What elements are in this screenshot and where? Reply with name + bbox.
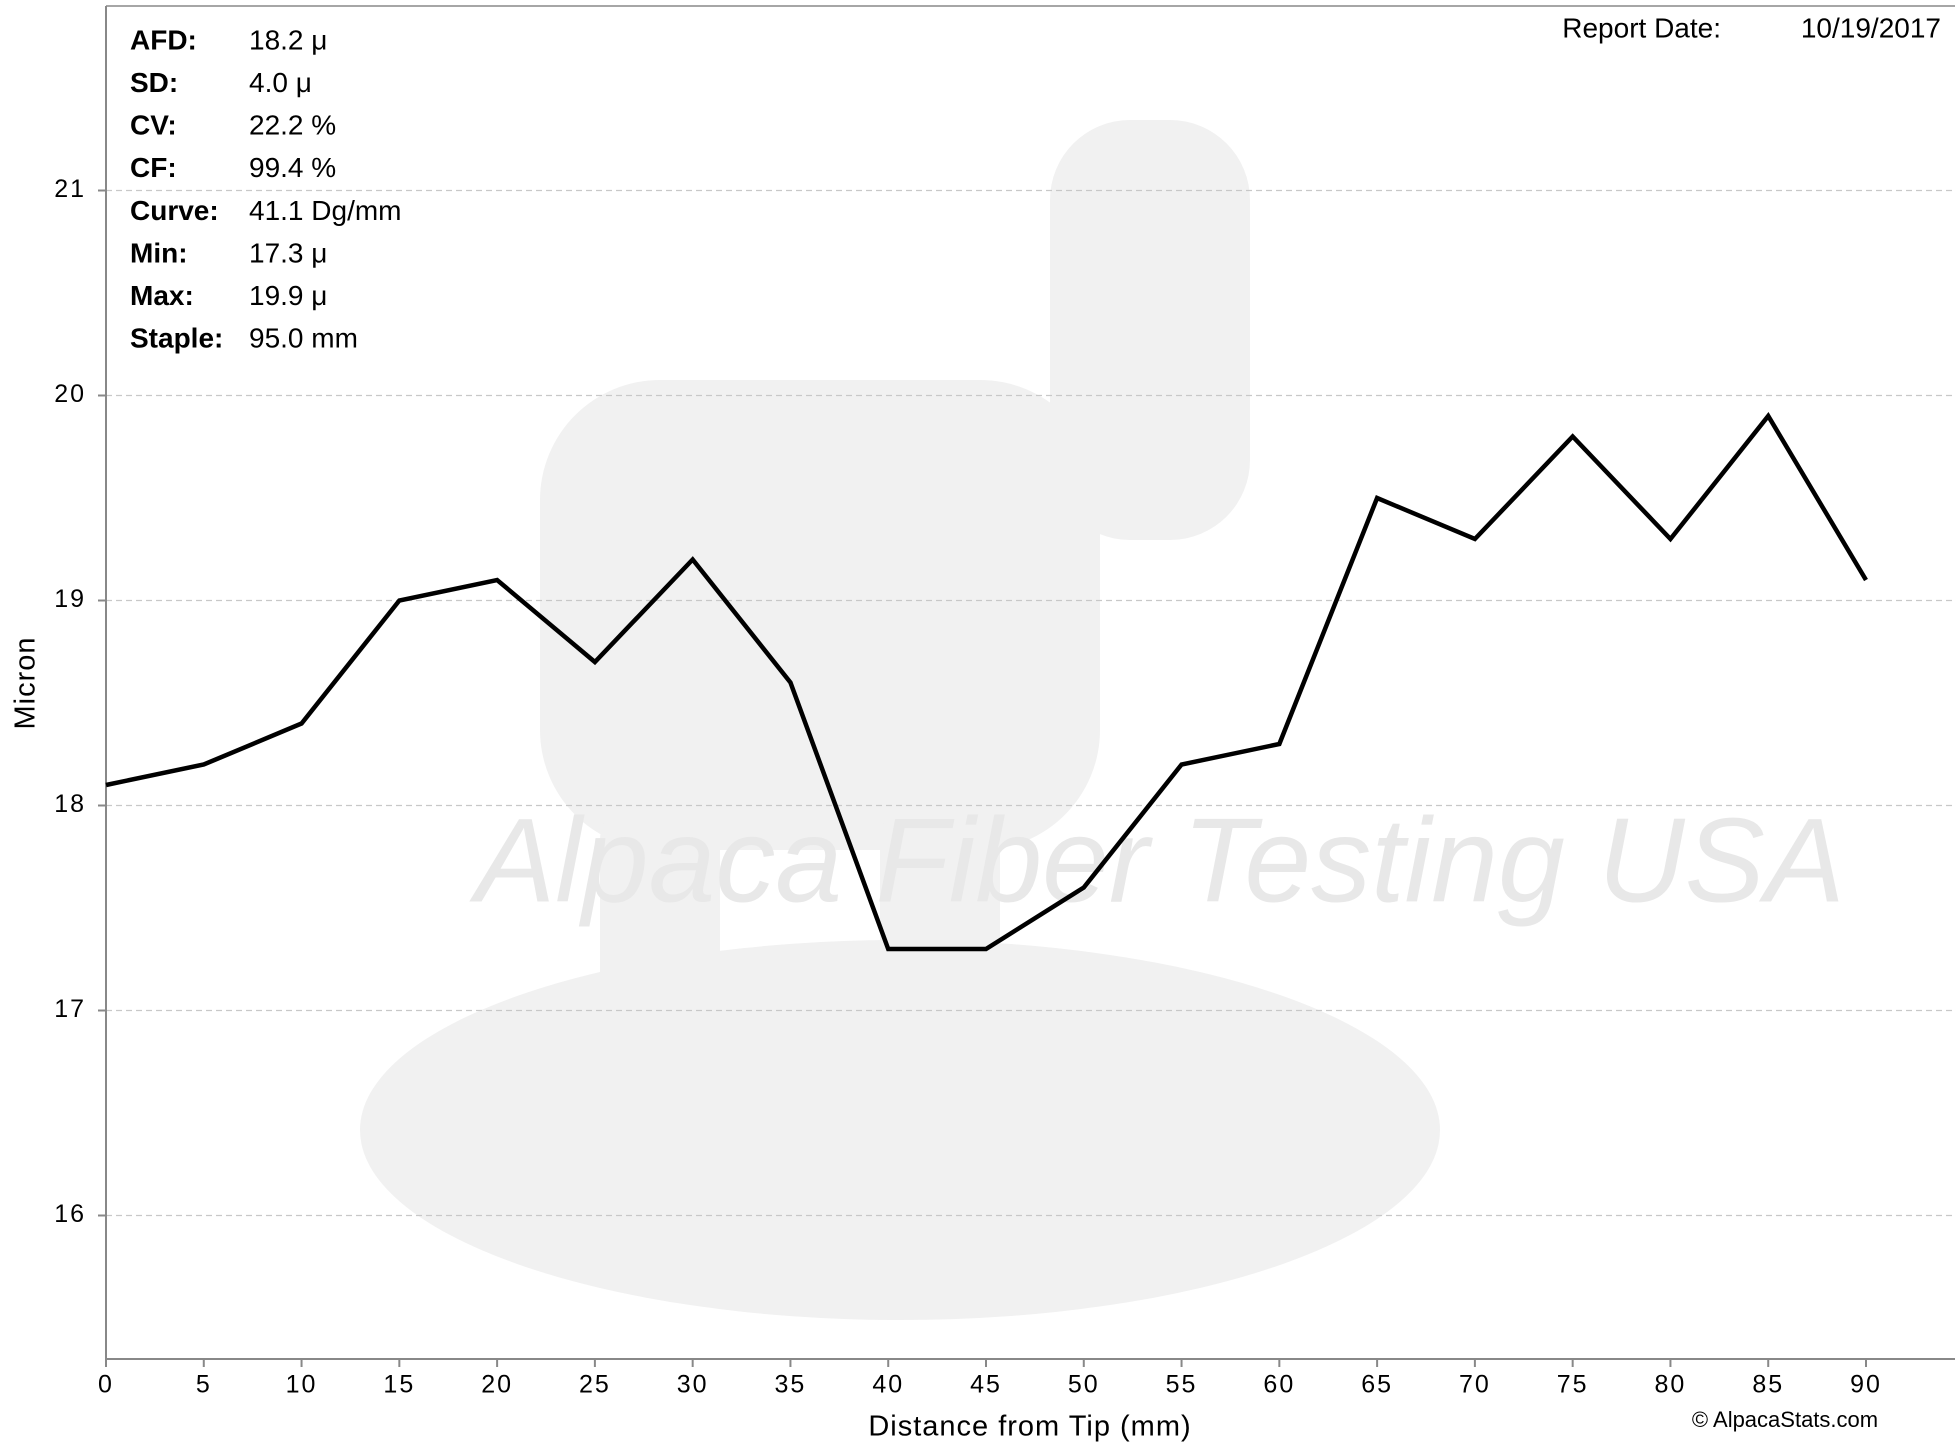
x-axis-title: Distance from Tip (mm) xyxy=(868,1411,1191,1443)
x-tick-label: 0 xyxy=(98,1371,114,1399)
y-tick-label: 19 xyxy=(54,585,86,613)
x-tick-label: 80 xyxy=(1655,1371,1687,1399)
report-date-label: Report Date: xyxy=(1562,12,1721,43)
stat-label: Curve: xyxy=(130,195,219,226)
alpaca-silhouette xyxy=(360,120,1440,1320)
stat-label: Staple: xyxy=(130,323,223,354)
stat-value: 99.4 % xyxy=(249,152,336,183)
data-line xyxy=(105,412,1868,952)
x-tick-label: 85 xyxy=(1752,1371,1784,1399)
y-tick-label: 21 xyxy=(54,175,86,203)
stat-label: CV: xyxy=(130,110,177,141)
x-tick-label: 40 xyxy=(872,1371,904,1399)
report-date: 10/19/2017 xyxy=(1801,12,1941,43)
x-tick-label: 15 xyxy=(383,1371,415,1399)
x-tick-label: 65 xyxy=(1361,1371,1393,1399)
stat-label: SD: xyxy=(130,67,178,98)
stat-label: CF: xyxy=(130,152,177,183)
stat-value: 4.0 μ xyxy=(249,67,312,98)
stat-label: Max: xyxy=(130,280,194,311)
stat-label: AFD: xyxy=(130,24,197,55)
x-tick-label: 70 xyxy=(1459,1371,1491,1399)
x-tick-label: 90 xyxy=(1850,1371,1882,1399)
stat-value: 17.3 μ xyxy=(249,237,327,268)
stat-value: 41.1 Dg/mm xyxy=(249,195,402,226)
x-tick-label: 30 xyxy=(677,1371,709,1399)
x-tick-label: 75 xyxy=(1557,1371,1589,1399)
x-tick-label: 50 xyxy=(1068,1371,1100,1399)
stat-value: 19.9 μ xyxy=(249,280,327,311)
x-tick-label: 60 xyxy=(1263,1371,1295,1399)
stat-label: Min: xyxy=(130,237,188,268)
watermark: Alpaca Fiber Testing USA xyxy=(469,794,1845,928)
y-tick-label: 20 xyxy=(54,380,86,408)
x-tick-label: 35 xyxy=(775,1371,807,1399)
copyright: © AlpacaStats.com xyxy=(1692,1407,1878,1432)
x-tick-label: 45 xyxy=(970,1371,1002,1399)
y-tick-label: 17 xyxy=(54,995,86,1023)
x-tick-label: 55 xyxy=(1166,1371,1198,1399)
stat-value: 22.2 % xyxy=(249,110,336,141)
stat-value: 18.2 μ xyxy=(249,24,327,55)
x-tick-label: 20 xyxy=(481,1371,513,1399)
stat-value: 95.0 mm xyxy=(249,323,358,354)
x-tick-label: 5 xyxy=(196,1371,212,1399)
y-tick-label: 18 xyxy=(54,790,86,818)
y-tick-label: 16 xyxy=(54,1200,86,1228)
y-axis-title: Micron xyxy=(10,636,42,729)
x-tick-label: 25 xyxy=(579,1371,611,1399)
x-tick-label: 10 xyxy=(286,1371,318,1399)
